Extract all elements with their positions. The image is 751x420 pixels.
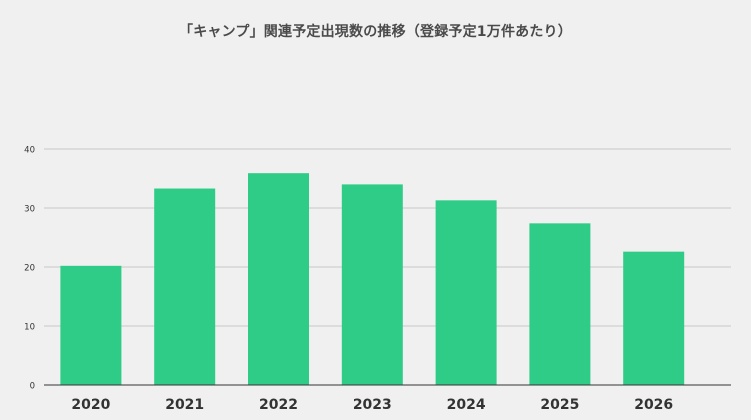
bar <box>154 188 216 385</box>
bar <box>60 265 122 385</box>
y-tick-label: 40 <box>24 146 35 156</box>
bar <box>341 184 403 385</box>
bar <box>623 251 685 385</box>
y-tick-label: 30 <box>24 205 35 215</box>
bar <box>435 200 497 385</box>
y-tick-label: 10 <box>24 323 35 333</box>
x-tick-label: 2023 <box>353 397 392 413</box>
y-tick-label: 20 <box>24 264 35 274</box>
bar <box>529 223 591 385</box>
x-tick-label: 2020 <box>71 397 110 413</box>
x-tick-label: 2024 <box>447 397 486 413</box>
x-tick-label: 2022 <box>259 397 298 413</box>
x-tick-label: 2021 <box>165 397 204 413</box>
x-tick-label: 2026 <box>634 397 673 413</box>
y-tick-label: 0 <box>30 382 35 392</box>
x-tick-label: 2025 <box>540 397 579 413</box>
axes: 0 10 20 30 40 2020 2021 2022 2023 2024 2025 2026 <box>24 146 731 413</box>
bars <box>60 173 685 385</box>
chart-title: 「キャンプ」関連予定出現数の推移（登録予定1万件あたり） <box>179 24 572 40</box>
bar <box>248 173 309 385</box>
